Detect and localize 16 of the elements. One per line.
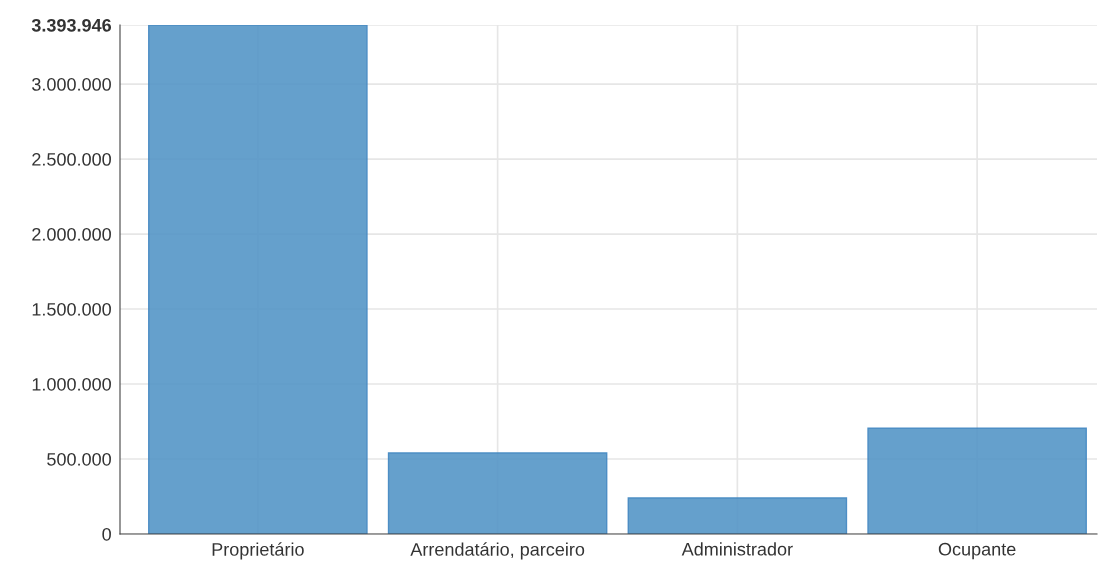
y-tick-label: 2.000.000 — [32, 227, 111, 241]
y-tick-label: 3.000.000 — [32, 78, 111, 91]
y-tick-label: 0 — [102, 527, 111, 541]
x-tick-label: Administrador — [681, 542, 793, 556]
x-tick-label: Arrendatário, parceiro — [410, 542, 585, 560]
y-tick-label: 2.500.000 — [32, 153, 111, 166]
bar — [387, 452, 608, 534]
x-tick-label: Ocupante — [938, 542, 1016, 560]
y-tick-label: 1.000.000 — [32, 377, 111, 391]
bar — [148, 25, 368, 534]
x-tick-label: Proprietário — [212, 542, 304, 560]
bar — [867, 427, 1087, 534]
y-tick-label: 3.393.946 — [31, 18, 112, 32]
y-tick-label: 500.000 — [47, 452, 111, 466]
y-tick-label: 1.500.000 — [32, 302, 111, 316]
bar — [627, 497, 848, 534]
